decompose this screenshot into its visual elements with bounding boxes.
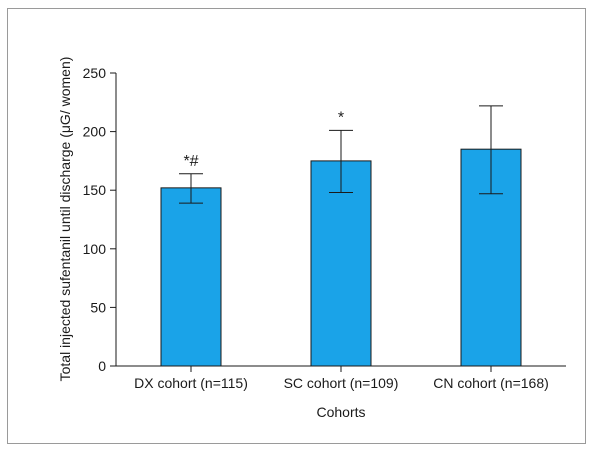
x-axis: DX cohort (n=115) SC cohort (n=109) CN coh…	[116, 365, 566, 391]
y-tick-label: 50	[90, 299, 106, 315]
error-bars	[179, 105, 503, 204]
x-tick-label: SC cohort (n=109)	[284, 375, 399, 391]
y-tick-label: 100	[83, 241, 107, 257]
bar	[310, 160, 372, 367]
significance-marker: *#	[183, 153, 198, 170]
y-tick-label: 0	[98, 358, 106, 374]
y-axis: 0 50 100 150 200 250	[83, 65, 117, 374]
bars	[160, 148, 522, 367]
annotations: *# *	[183, 109, 344, 169]
y-tick-label: 150	[83, 182, 107, 198]
x-tick-label: DX cohort (n=115)	[134, 375, 248, 391]
y-tick-label: 200	[83, 124, 107, 140]
y-axis-title: Total injected sufentanil until discharg…	[57, 57, 73, 382]
x-axis-title: Cohorts	[316, 404, 365, 420]
significance-marker: *	[338, 109, 344, 126]
x-tick-label: CN cohort (n=168)	[433, 375, 549, 391]
y-tick-label: 250	[83, 65, 107, 81]
bar	[160, 187, 222, 367]
